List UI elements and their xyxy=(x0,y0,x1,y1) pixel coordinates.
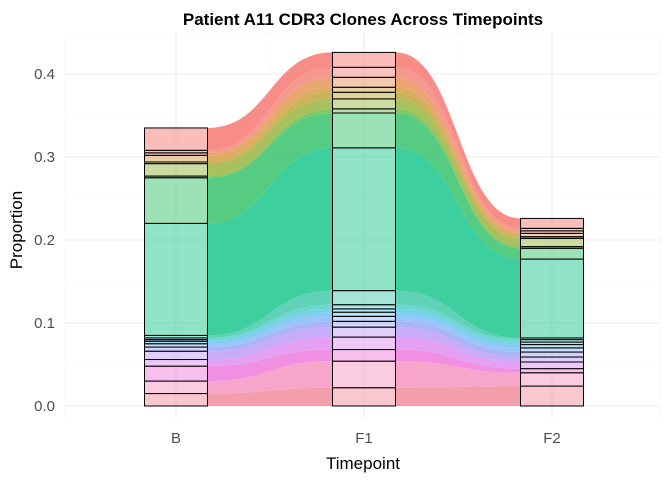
clone-flow xyxy=(395,361,521,388)
clone-stratum xyxy=(520,237,584,248)
clone-stratum xyxy=(520,217,584,229)
clone-stratum xyxy=(332,315,396,322)
clone-flow xyxy=(395,321,521,358)
clone-stratum xyxy=(520,361,584,370)
clone-flow xyxy=(395,113,521,260)
chart-title: Patient A11 CDR3 Clones Across Timepoint… xyxy=(183,10,543,29)
clone-flow xyxy=(207,312,333,344)
clone-stratum xyxy=(332,112,396,149)
clone-flow xyxy=(395,316,521,353)
clone-flow xyxy=(207,108,333,178)
clone-flow xyxy=(395,147,521,338)
clone-flow xyxy=(207,113,333,224)
clone-flow xyxy=(207,361,333,394)
clone-stratum xyxy=(332,98,396,110)
clone-flow xyxy=(207,52,333,151)
clone-flow xyxy=(395,108,521,249)
clone-stratum xyxy=(332,147,396,292)
clone-flow xyxy=(207,337,333,367)
clone-stratum xyxy=(520,385,584,407)
clone-flow xyxy=(207,349,333,382)
clone-flow xyxy=(395,337,521,369)
clone-stratum xyxy=(144,127,208,151)
clone-flow xyxy=(395,290,521,340)
clone-flow xyxy=(395,52,521,229)
clone-stratum xyxy=(332,108,396,114)
clone-stratum xyxy=(332,387,396,407)
clone-stratum xyxy=(520,372,584,387)
x-axis-title: Timepoint xyxy=(326,454,400,473)
x-tick-label: F2 xyxy=(543,430,561,447)
clone-stratum xyxy=(520,247,584,260)
clone-flow xyxy=(395,98,521,247)
clone-stratum xyxy=(332,311,396,317)
clone-stratum xyxy=(332,336,396,351)
clone-stratum xyxy=(332,304,396,310)
clone-stratum xyxy=(144,350,208,361)
x-tick-label: B xyxy=(171,430,181,447)
clone-flow xyxy=(395,304,521,343)
clone-stratum xyxy=(144,154,208,163)
clone-stratum xyxy=(144,177,208,224)
clone-stratum xyxy=(144,359,208,367)
clone-flow xyxy=(207,290,333,338)
clone-flow xyxy=(207,67,333,153)
clone-flow xyxy=(207,327,333,360)
clone-stratum xyxy=(144,365,208,382)
clone-stratum xyxy=(332,326,396,338)
clone-stratum xyxy=(332,66,396,78)
clone-flow xyxy=(395,308,521,345)
y-tick-label: 0.3 xyxy=(34,149,55,166)
clone-stratum xyxy=(332,51,396,68)
clone-flow xyxy=(395,87,521,237)
x-tick-label: F1 xyxy=(355,430,373,447)
y-axis-title: Proportion xyxy=(7,191,26,269)
clone-flow xyxy=(207,321,333,352)
clone-stratum xyxy=(144,222,208,336)
clone-stratum xyxy=(144,346,208,352)
clone-stratum xyxy=(332,76,396,88)
clone-flow xyxy=(395,327,521,363)
clone-stratum xyxy=(520,351,584,358)
clone-stratum xyxy=(520,356,584,363)
y-tick-label: 0.0 xyxy=(34,398,55,415)
y-tick-label: 0.2 xyxy=(34,232,55,249)
clone-stratum xyxy=(332,91,396,100)
clone-stratum xyxy=(520,347,584,353)
clone-stratum xyxy=(332,360,396,389)
x-axis-ticks: B F1 F2 xyxy=(171,430,561,447)
clone-flow xyxy=(207,92,333,164)
clone-flow xyxy=(207,98,333,177)
clone-stratum xyxy=(332,86,396,93)
clone-flow xyxy=(207,308,333,342)
clone-flow xyxy=(395,92,521,239)
clone-flow xyxy=(207,77,333,156)
clone-stratum xyxy=(144,393,208,407)
y-tick-label: 0.1 xyxy=(34,315,55,332)
clone-flow xyxy=(207,147,333,336)
clone-stratum xyxy=(520,368,584,374)
y-tick-label: 0.4 xyxy=(34,66,55,83)
clone-flow xyxy=(207,304,333,340)
strata xyxy=(144,51,584,407)
clone-flow xyxy=(395,312,521,348)
clone-flow xyxy=(207,87,333,162)
clone-stratum xyxy=(332,349,396,362)
y-axis-ticks: 0.0 0.1 0.2 0.3 0.4 xyxy=(34,66,55,415)
clone-flow xyxy=(395,349,521,373)
clone-stratum xyxy=(144,163,208,177)
clone-stratum xyxy=(332,290,396,306)
flows xyxy=(207,52,521,406)
clone-stratum xyxy=(332,320,396,328)
clone-flow xyxy=(207,387,333,406)
clone-flow xyxy=(395,386,521,406)
clone-stratum xyxy=(144,380,208,395)
clone-flow xyxy=(395,67,521,231)
clone-flow xyxy=(207,316,333,348)
clone-flow xyxy=(395,77,521,234)
clone-stratum xyxy=(520,258,584,339)
